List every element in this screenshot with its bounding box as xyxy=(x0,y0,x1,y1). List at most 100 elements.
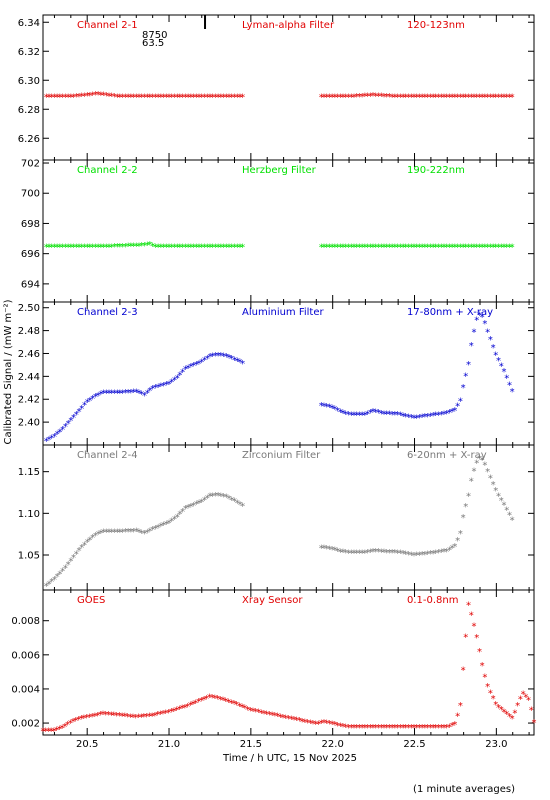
data-point: * xyxy=(321,93,326,104)
data-point: * xyxy=(302,717,307,728)
data-point: * xyxy=(381,409,386,420)
data-point: * xyxy=(493,93,498,104)
data-point: * xyxy=(387,548,392,559)
data-point: * xyxy=(79,404,84,415)
data-point: * xyxy=(216,351,221,362)
panel-frame xyxy=(42,589,535,736)
data-point: * xyxy=(47,243,52,254)
data-point: * xyxy=(466,243,471,254)
data-point: * xyxy=(439,548,444,559)
data-point: * xyxy=(501,93,506,104)
data-point: * xyxy=(117,93,122,104)
y-tick-label: 1.10 xyxy=(18,509,40,520)
data-point: * xyxy=(51,727,56,738)
data-point: * xyxy=(499,362,504,373)
data-point: * xyxy=(496,93,501,104)
data-point: * xyxy=(461,383,466,394)
data-point: * xyxy=(90,243,95,254)
data-point: * xyxy=(493,700,498,711)
data-point: * xyxy=(300,717,305,728)
data-point: * xyxy=(229,495,234,506)
y-tick-label: 6.34 xyxy=(18,18,40,29)
data-point: * xyxy=(365,548,370,559)
data-point: * xyxy=(332,546,337,557)
panel-4: 1.05 1.10 1.15 Channel 2-4 Zirconium Filter 6… xyxy=(18,444,535,593)
series-markers: ****************************************… xyxy=(41,600,537,737)
data-point: * xyxy=(131,93,136,104)
data-point: * xyxy=(365,243,370,254)
data-point: * xyxy=(351,243,356,254)
data-point: * xyxy=(507,380,512,391)
data-point: * xyxy=(422,550,427,561)
data-point: * xyxy=(109,528,114,539)
panels-group: 6.26 6.28 6.30 6.32 6.34 Channel 2-1 Lyman-alp… xyxy=(11,14,537,750)
data-point: * xyxy=(147,240,152,251)
data-point: * xyxy=(216,491,221,502)
data-point: * xyxy=(414,413,419,424)
data-point: * xyxy=(283,713,288,724)
data-point: * xyxy=(183,243,188,254)
band-label: 0.1-0.8nm xyxy=(407,595,459,606)
data-point: * xyxy=(401,723,406,734)
data-point: * xyxy=(216,93,221,104)
data-point: * xyxy=(346,243,351,254)
data-point: * xyxy=(240,702,245,713)
data-point: * xyxy=(90,394,95,405)
data-point: * xyxy=(131,713,136,724)
data-point: * xyxy=(98,390,103,401)
y-tick-label: 700 xyxy=(21,189,40,200)
data-point: * xyxy=(68,416,73,427)
data-point: * xyxy=(43,727,48,738)
data-point: * xyxy=(376,408,381,419)
data-point: * xyxy=(390,243,395,254)
data-point: * xyxy=(175,513,180,524)
data-point: * xyxy=(491,243,496,254)
data-point: * xyxy=(466,600,471,611)
band-label: 190-222nm xyxy=(407,165,465,176)
data-point: * xyxy=(289,715,294,726)
data-point: * xyxy=(150,384,155,395)
data-point: * xyxy=(107,528,112,539)
data-point: * xyxy=(373,243,378,254)
data-point: * xyxy=(354,410,359,421)
data-point: * xyxy=(169,707,174,718)
data-point: * xyxy=(496,703,501,714)
data-point: * xyxy=(425,723,430,734)
data-point: * xyxy=(488,335,493,346)
data-point: * xyxy=(96,243,101,254)
data-point: * xyxy=(85,91,90,102)
data-point: * xyxy=(240,243,245,254)
time-marker-label-bottom: 63.5 xyxy=(142,38,164,49)
data-point: * xyxy=(218,243,223,254)
data-point: * xyxy=(321,544,326,555)
data-point: * xyxy=(161,381,166,392)
data-point: * xyxy=(221,492,226,503)
y-axis-label: Calibrated Signal / (mW m⁻²) xyxy=(3,299,14,444)
data-point: * xyxy=(188,362,193,373)
data-point: * xyxy=(466,360,471,371)
data-point: * xyxy=(153,383,158,394)
y-tick-label: 6.32 xyxy=(18,47,40,58)
data-point: * xyxy=(297,716,302,727)
data-point: * xyxy=(98,710,103,721)
data-point: * xyxy=(136,713,141,724)
data-point: * xyxy=(392,723,397,734)
data-point: * xyxy=(349,723,354,734)
data-point: * xyxy=(392,92,397,103)
data-point: * xyxy=(139,390,144,401)
data-point: * xyxy=(308,719,313,730)
data-point: * xyxy=(188,93,193,104)
data-point: * xyxy=(251,707,256,718)
data-point: * xyxy=(49,727,54,738)
data-point: * xyxy=(167,379,172,390)
data-point: * xyxy=(186,363,191,374)
data-point: * xyxy=(183,504,188,515)
data-point: * xyxy=(74,243,79,254)
band-label: 17-80nm + X-ray xyxy=(407,307,493,318)
data-point: * xyxy=(332,720,337,731)
data-point: * xyxy=(496,356,501,367)
data-point: * xyxy=(153,243,158,254)
data-point: * xyxy=(471,621,476,632)
data-point: * xyxy=(145,240,150,251)
data-point: * xyxy=(504,93,509,104)
